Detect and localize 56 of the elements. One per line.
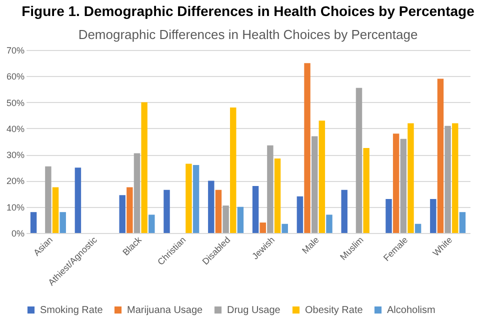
bar	[363, 148, 370, 233]
bar	[222, 206, 229, 233]
bar	[215, 190, 222, 233]
bar	[60, 212, 66, 233]
y-tick-label: 60%	[6, 72, 24, 82]
legend-label: Alcoholism	[387, 305, 436, 316]
bar	[392, 134, 400, 233]
bar	[341, 190, 348, 233]
bar	[237, 206, 244, 233]
bar	[459, 212, 466, 233]
legend-label: Drug Usage	[227, 305, 281, 316]
y-tick-label: 10%	[6, 202, 24, 212]
chart-title: Figure 1. Demographic Differences in Health Choices by Percentage	[22, 3, 475, 19]
bar	[148, 214, 155, 233]
y-tick-label: 20%	[6, 176, 24, 186]
bar	[274, 158, 281, 233]
bar	[119, 195, 126, 233]
bar	[186, 164, 192, 233]
bar	[230, 108, 236, 233]
bar	[208, 180, 214, 233]
bar	[260, 222, 266, 233]
bar	[74, 168, 82, 233]
bar	[252, 186, 259, 233]
bar	[45, 166, 52, 233]
bar	[164, 190, 170, 233]
bar	[311, 136, 318, 233]
y-tick-label: 70%	[6, 46, 24, 56]
y-tick-label: 0%	[11, 228, 24, 238]
y-tick-label: 40%	[6, 124, 24, 134]
bar	[192, 165, 200, 233]
y-tick-label: 50%	[6, 98, 24, 108]
bar	[30, 212, 37, 233]
bar	[437, 78, 444, 233]
bar	[304, 63, 310, 233]
bar	[408, 123, 414, 233]
legend-label: Obesity Rate	[305, 305, 364, 316]
bar	[326, 214, 332, 233]
bar	[134, 153, 140, 233]
bar	[400, 138, 407, 233]
bar	[452, 123, 458, 233]
bar	[444, 126, 451, 233]
bar	[414, 224, 422, 233]
bar	[52, 187, 59, 233]
bar	[430, 199, 436, 233]
bar	[386, 199, 392, 233]
chart-subtitle: Demographic Differences in Health Choices by Percentage	[78, 27, 418, 42]
legend-label: Marijuana Usage	[127, 305, 204, 316]
legend-label: Smoking Rate	[40, 305, 104, 316]
bar	[318, 120, 326, 233]
bar	[296, 196, 304, 233]
bar	[126, 187, 133, 233]
bar	[356, 88, 362, 233]
bar	[267, 145, 274, 233]
bar	[141, 102, 148, 233]
bar	[282, 224, 288, 233]
y-tick-label: 30%	[6, 150, 24, 160]
